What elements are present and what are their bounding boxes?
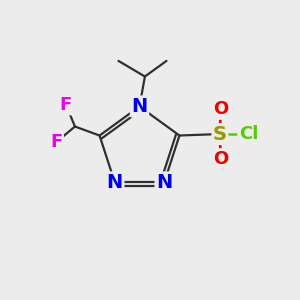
Text: N: N	[107, 173, 123, 192]
Text: F: F	[50, 133, 62, 151]
Text: N: N	[156, 173, 172, 192]
Text: Cl: Cl	[239, 125, 258, 143]
Text: N: N	[131, 97, 148, 116]
Text: F: F	[60, 96, 72, 114]
Text: S: S	[213, 124, 227, 143]
Text: O: O	[213, 100, 228, 118]
Text: O: O	[213, 150, 228, 168]
